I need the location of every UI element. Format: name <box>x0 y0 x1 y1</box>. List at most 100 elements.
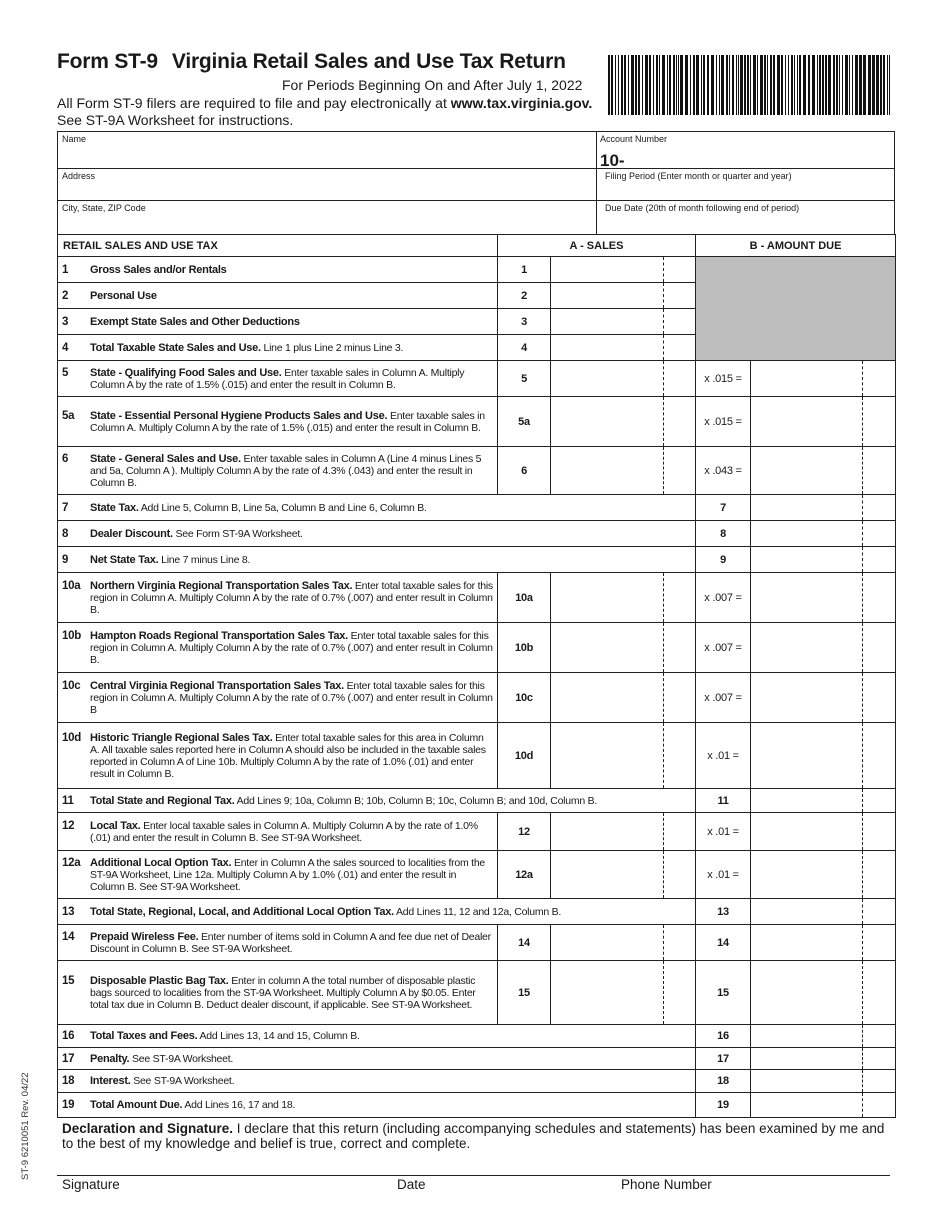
account-number-field[interactable]: Account Number <box>597 132 895 169</box>
column-b-amount-input[interactable] <box>750 360 864 397</box>
name-field[interactable]: Name <box>58 132 597 169</box>
line-description: 14 Prepaid Wireless Fee. Enter number of … <box>57 924 498 961</box>
line-description: 5 State - Qualifying Food Sales and Use. … <box>57 360 498 397</box>
signature-line[interactable] <box>57 1175 890 1176</box>
column-b-amount-input[interactable] <box>750 722 864 789</box>
column-b-cents-input[interactable] <box>862 672 897 723</box>
due-date-label: Due Date (20th of month following end of… <box>605 203 800 213</box>
column-b-amount-input[interactable] <box>750 672 864 723</box>
column-b-amount-input[interactable] <box>750 396 864 447</box>
column-a-amount-input[interactable] <box>550 850 664 899</box>
column-a-cents-input[interactable] <box>663 282 697 309</box>
column-b-amount-input[interactable] <box>750 572 864 623</box>
column-b-cents-input[interactable] <box>862 546 897 573</box>
line-description: 12 Local Tax. Enter local taxable sales i… <box>57 812 498 851</box>
column-b-amount-input[interactable] <box>750 850 864 899</box>
column-a-amount-input[interactable] <box>550 256 664 283</box>
column-b-cents-input[interactable] <box>862 520 897 547</box>
due-date-field[interactable]: Due Date (20th of month following end of… <box>597 201 895 235</box>
column-b-cents-input[interactable] <box>862 1092 897 1118</box>
column-b-amount-input[interactable] <box>750 1092 864 1118</box>
column-b-cents-input[interactable] <box>862 1069 897 1093</box>
column-b-amount-input[interactable] <box>750 520 864 547</box>
column-a-amount-input[interactable] <box>550 308 664 335</box>
barcode-bar <box>812 55 815 115</box>
filing-period-field[interactable]: Filing Period (Enter month or quarter an… <box>597 169 895 201</box>
column-b-amount-input[interactable] <box>750 960 864 1025</box>
barcode-bar <box>817 55 818 115</box>
form-subtitle: For Periods Beginning On and After July … <box>282 77 583 93</box>
column-a-cents-input[interactable] <box>663 622 697 673</box>
line-text: Dealer Discount. See Form ST-9A Workshee… <box>90 528 303 540</box>
column-a-amount-input[interactable] <box>550 396 664 447</box>
column-a-cents-input[interactable] <box>663 960 697 1025</box>
column-b-cents-input[interactable] <box>862 960 897 1025</box>
line-number: 5 <box>62 366 69 379</box>
column-a-cents-input[interactable] <box>663 850 697 899</box>
column-b-cents-input[interactable] <box>862 788 897 813</box>
column-b-cents-input[interactable] <box>862 572 897 623</box>
column-b-cents-input[interactable] <box>862 1047 897 1070</box>
column-b-amount-input[interactable] <box>750 1069 864 1093</box>
line-title: State - Essential Personal Hygiene Produ… <box>90 409 388 422</box>
column-b-cents-input[interactable] <box>862 494 897 521</box>
column-b-cents-input[interactable] <box>862 360 897 397</box>
line-number: 9 <box>62 553 69 566</box>
column-a-amount-input[interactable] <box>550 282 664 309</box>
column-a-cents-input[interactable] <box>663 396 697 447</box>
line-title: Additional Local Option Tax. <box>90 856 232 869</box>
column-b-cents-input[interactable] <box>862 446 897 495</box>
column-b-amount-input[interactable] <box>750 446 864 495</box>
column-b-cents-input[interactable] <box>862 898 897 925</box>
column-b-cents-input[interactable] <box>862 812 897 851</box>
column-b-cents-input[interactable] <box>862 924 897 961</box>
column-a-amount-input[interactable] <box>550 722 664 789</box>
column-a-cents-input[interactable] <box>663 812 697 851</box>
column-b-cents-input[interactable] <box>862 1024 897 1048</box>
column-a-amount-input[interactable] <box>550 446 664 495</box>
column-a-amount-input[interactable] <box>550 960 664 1025</box>
column-a-cents-input[interactable] <box>663 446 697 495</box>
column-a-cents-input[interactable] <box>663 924 697 961</box>
column-b-line-label: 19 <box>695 1092 752 1118</box>
column-a-amount-input[interactable] <box>550 924 664 961</box>
column-b-amount-input[interactable] <box>750 788 864 813</box>
column-a-amount-input[interactable] <box>550 812 664 851</box>
column-a-amount-input[interactable] <box>550 334 664 361</box>
column-a-cents-input[interactable] <box>663 256 697 283</box>
line-text: Hampton Roads Regional Transportation Sa… <box>90 630 493 666</box>
line-text: Exempt State Sales and Other Deductions <box>90 316 300 328</box>
column-a-cents-input[interactable] <box>663 572 697 623</box>
column-b-amount-input[interactable] <box>750 622 864 673</box>
rate-multiplier: x .01 = <box>695 722 752 789</box>
column-a-amount-input[interactable] <box>550 572 664 623</box>
column-a-amount-input[interactable] <box>550 360 664 397</box>
column-b-amount-input[interactable] <box>750 546 864 573</box>
column-b-amount-input[interactable] <box>750 898 864 925</box>
column-a-amount-input[interactable] <box>550 622 664 673</box>
column-a-cents-input[interactable] <box>663 672 697 723</box>
address-field[interactable]: Address <box>58 169 597 201</box>
column-a-cents-input[interactable] <box>663 722 697 789</box>
column-b-cents-input[interactable] <box>862 850 897 899</box>
efile-link[interactable]: www.tax.virginia.gov. <box>450 95 593 111</box>
column-b-amount-input[interactable] <box>750 494 864 521</box>
rate-multiplier: x .007 = <box>695 672 752 723</box>
column-b-line-label: 14 <box>695 924 752 961</box>
column-b-cents-input[interactable] <box>862 722 897 789</box>
column-b-amount-input[interactable] <box>750 924 864 961</box>
column-a-line-label: 6 <box>497 446 551 495</box>
city-state-zip-field[interactable]: City, State, ZIP Code <box>58 201 597 235</box>
column-b-line-label: 18 <box>695 1069 752 1093</box>
column-b-amount-input[interactable] <box>750 1024 864 1048</box>
column-b-cents-input[interactable] <box>862 622 897 673</box>
line-number: 19 <box>62 1099 75 1111</box>
column-a-cents-input[interactable] <box>663 308 697 335</box>
column-a-cents-input[interactable] <box>663 360 697 397</box>
column-b-cents-input[interactable] <box>862 396 897 447</box>
column-b-amount-input[interactable] <box>750 812 864 851</box>
column-a-amount-input[interactable] <box>550 672 664 723</box>
column-b-amount-input[interactable] <box>750 1047 864 1070</box>
column-a-cents-input[interactable] <box>663 334 697 361</box>
column-a-header: A - SALES <box>496 234 697 257</box>
